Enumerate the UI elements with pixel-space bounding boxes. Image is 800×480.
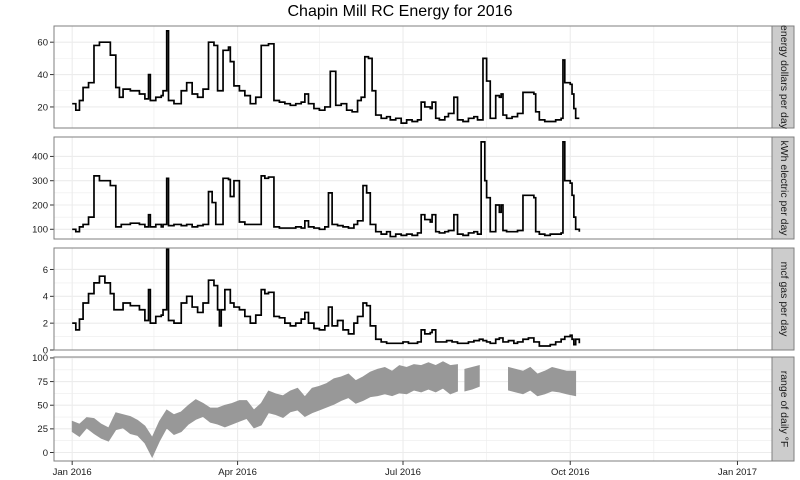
y-tick-label: 25	[37, 424, 48, 435]
y-tick-label: 300	[32, 176, 48, 187]
facet-strip-label: kWh electric per day	[778, 140, 790, 236]
series-line	[72, 141, 581, 238]
temperature-ribbon	[71, 361, 458, 459]
facet-strip-label: range of daily °F	[778, 371, 790, 448]
temperature-ribbon	[464, 364, 480, 392]
y-tick-label: 60	[37, 37, 48, 48]
facet-strip-label: energy dollars per day	[778, 25, 790, 130]
y-tick-label: 100	[32, 353, 48, 364]
series-line	[72, 30, 580, 124]
temperature-ribbon	[508, 366, 577, 397]
series-line	[72, 248, 581, 347]
y-tick-label: 0	[43, 345, 48, 356]
panel-background	[54, 137, 772, 239]
y-tick-label: 75	[37, 377, 48, 388]
panel-background	[54, 248, 772, 350]
y-tick-label: 50	[37, 401, 48, 412]
y-tick-label: 4	[43, 292, 48, 303]
y-tick-label: 40	[37, 70, 48, 81]
y-tick-label: 0	[43, 448, 48, 459]
y-tick-label: 20	[37, 102, 48, 113]
y-tick-label: 400	[32, 152, 48, 163]
y-tick-label: 2	[43, 318, 48, 329]
y-tick-label: 6	[43, 265, 48, 276]
chart-title: Chapin Mill RC Energy for 2016	[287, 3, 513, 20]
x-tick-label: Jul 2016	[385, 467, 421, 478]
x-tick-label: Apr 2016	[218, 467, 257, 478]
y-tick-label: 200	[32, 200, 48, 211]
facet-strip	[771, 247, 795, 351]
x-tick-label: Jan 2016	[53, 467, 92, 478]
x-tick-label: Oct 2016	[551, 467, 590, 478]
facet-strip	[771, 136, 795, 240]
facet-strip	[771, 25, 795, 129]
x-tick-label: Jan 2017	[718, 467, 757, 478]
y-tick-label: 100	[32, 225, 48, 236]
panel-background	[54, 26, 772, 128]
facet-strip-label: mcf gas per day	[778, 262, 790, 337]
facet-strip	[771, 356, 795, 462]
